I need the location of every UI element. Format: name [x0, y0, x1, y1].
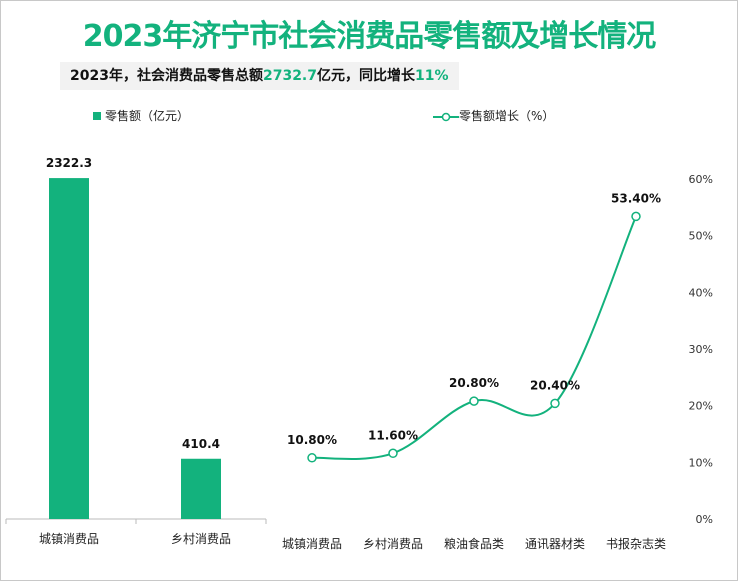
legend-line-swatch — [433, 112, 459, 121]
growth-point — [469, 396, 479, 406]
growth-point — [550, 398, 560, 409]
y-tick-label: 50% — [689, 230, 713, 243]
y-tick-label: 40% — [689, 286, 713, 299]
bar-category-label: 城镇消费品 — [39, 532, 99, 546]
legend-bar-label: 零售额（亿元） — [105, 109, 190, 123]
subtitle: 2023年，社会消费品零售总额2732.7亿元，同比增长11% — [60, 62, 459, 90]
bar-0 — [49, 178, 89, 519]
growth-data-label: 10.80% — [287, 433, 337, 447]
legend-bar-swatch — [93, 112, 101, 120]
legend-line-label: 零售额增长（%） — [459, 109, 555, 123]
subtitle-growth: 11% — [415, 68, 449, 84]
growth-point — [631, 211, 641, 222]
subtitle-total: 2732.7 — [262, 68, 317, 84]
line-category-label: 通讯器材类 — [525, 537, 585, 551]
growth-data-label: 20.80% — [449, 376, 499, 390]
growth-point — [307, 453, 317, 463]
y-tick-label: 10% — [689, 456, 713, 469]
growth-line — [311, 216, 637, 460]
y-tick-label: 30% — [689, 343, 713, 356]
bar-1 — [181, 458, 221, 519]
line-category-label: 粮油食品类 — [444, 536, 504, 551]
bar-data-label: 410.4 — [182, 437, 220, 451]
subtitle-prefix: 2023年，社会消费品零售总额 — [70, 68, 263, 84]
growth-data-label: 20.40% — [530, 378, 580, 392]
legend-bar: 零售额（亿元） — [93, 107, 189, 124]
page-title: 2023年济宁市社会消费品零售额及增长情况 — [82, 19, 657, 54]
legend-line: 零售额增长（%） — [433, 107, 554, 124]
bar-data-label: 2322.3 — [46, 156, 92, 170]
line-category-label: 书报杂志类 — [606, 536, 666, 551]
growth-data-label: 53.40% — [611, 191, 661, 205]
y-tick-label: 20% — [689, 400, 713, 413]
y-tick-label: 60% — [689, 173, 713, 186]
growth-point — [388, 448, 398, 459]
subtitle-mid: 亿元，同比增长 — [317, 68, 415, 84]
growth-data-label: 11.60% — [368, 428, 418, 442]
bar-category-label: 乡村消费品 — [171, 532, 231, 546]
line-category-label: 乡村消费品 — [363, 537, 423, 551]
y-tick-label: 0% — [696, 513, 713, 526]
line-category-label: 城镇消费品 — [282, 537, 342, 551]
